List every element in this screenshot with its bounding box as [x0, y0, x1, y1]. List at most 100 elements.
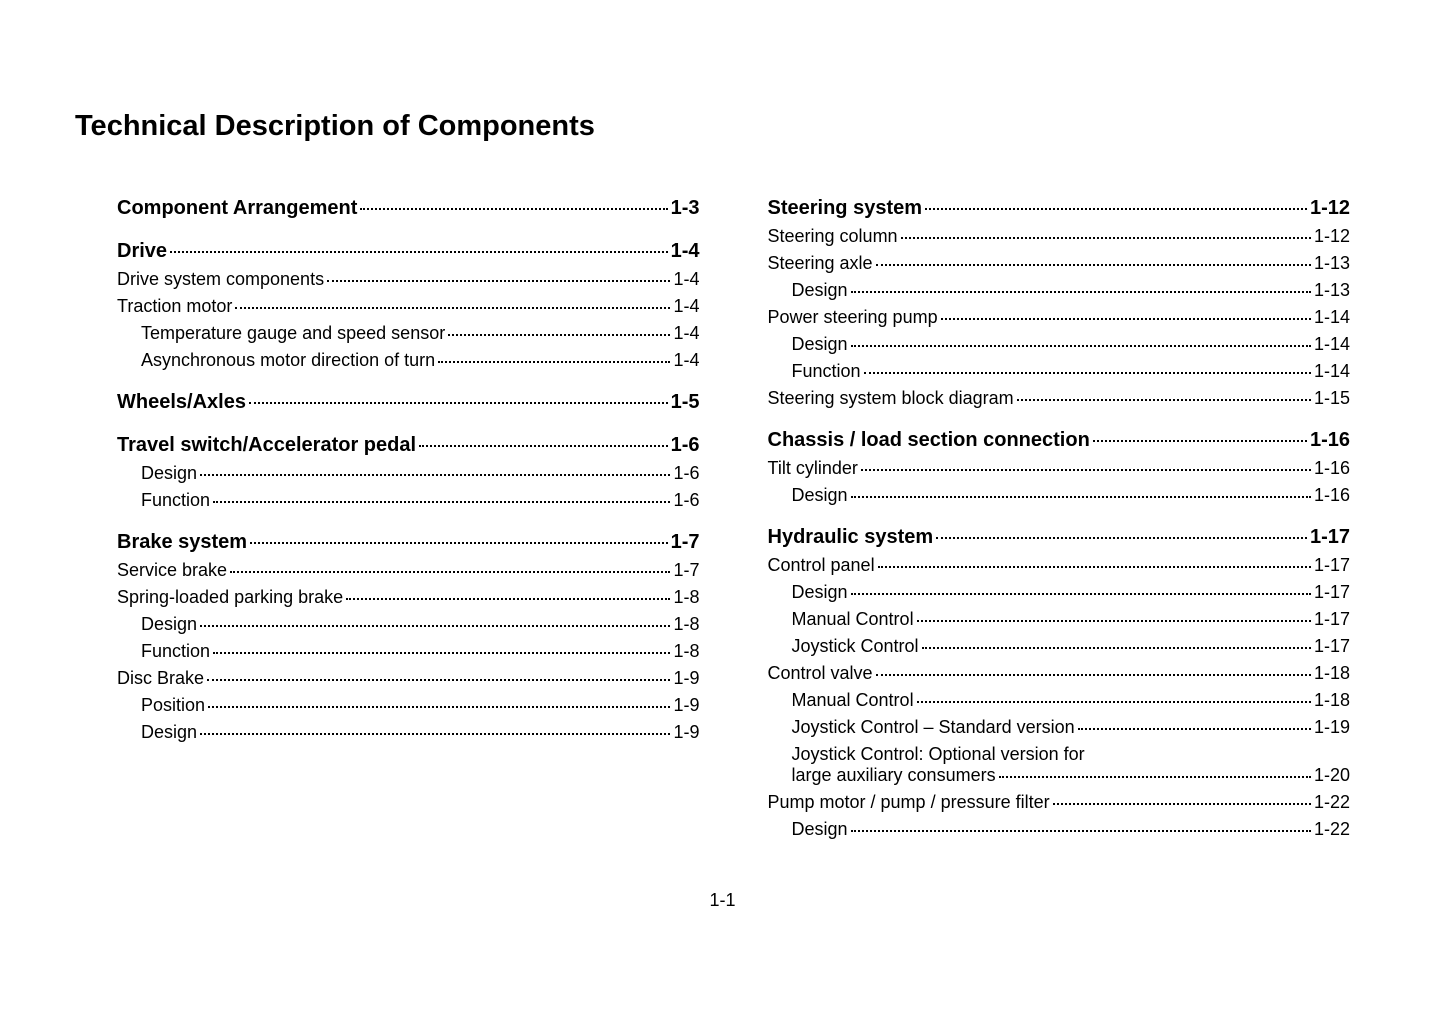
toc-entry: Design 1-8	[117, 614, 700, 635]
toc-entry: Manual Control1-18	[768, 690, 1351, 711]
toc-label: large auxiliary consumers	[792, 765, 996, 786]
leader-dots	[235, 307, 670, 309]
toc-label: Design	[792, 334, 848, 355]
leader-dots	[922, 647, 1311, 649]
toc-entry: Joystick Control1-17	[768, 636, 1351, 657]
leader-dots	[230, 571, 670, 573]
leader-dots	[250, 542, 668, 544]
toc-page: 1-5	[671, 391, 700, 414]
toc-entry: Steering system block diagram1-15	[768, 388, 1351, 409]
leader-dots	[419, 445, 668, 447]
toc-entry: Traction motor 1-4	[117, 296, 700, 317]
toc-entry: Design1-16	[768, 485, 1351, 506]
toc-entry: Wheels/Axles1-5	[117, 391, 700, 414]
toc-entry: Tilt cylinder 1-16	[768, 458, 1351, 479]
toc-label: Design	[792, 280, 848, 301]
toc-column-right: Steering system1-12Steering column1-12St…	[768, 197, 1351, 841]
leader-dots	[901, 237, 1311, 239]
toc-label: Pump motor / pump / pressure filter	[768, 792, 1050, 813]
toc-page: 1-18	[1314, 690, 1350, 711]
leader-dots	[999, 776, 1311, 778]
toc-label: Function	[141, 490, 210, 511]
toc-label: Design	[141, 722, 197, 743]
toc-entry: Function 1-14	[768, 361, 1351, 382]
toc-entry: Asynchronous motor direction of turn1-4	[117, 350, 700, 371]
toc-label: Steering axle	[768, 253, 873, 274]
toc-entry: Design 1-17	[768, 582, 1351, 603]
toc-page: 1-12	[1310, 197, 1350, 220]
toc-label: Traction motor	[117, 296, 232, 317]
toc-page: 1-19	[1314, 717, 1350, 738]
leader-dots	[864, 372, 1311, 374]
toc-page: 1-16	[1310, 429, 1350, 452]
toc-entry: Steering column 1-12	[768, 226, 1351, 247]
toc-page: 1-20	[1314, 765, 1350, 786]
toc-label: Service brake	[117, 560, 227, 581]
toc-label: Drive system components	[117, 269, 324, 290]
toc-entry: Design 1-9	[117, 722, 700, 743]
leader-dots	[207, 679, 670, 681]
toc-label: Tilt cylinder	[768, 458, 858, 479]
leader-dots	[208, 706, 670, 708]
toc-entry: Design1-14	[768, 334, 1351, 355]
toc-label: Control panel	[768, 555, 875, 576]
leader-dots	[1053, 803, 1311, 805]
toc-page: 1-16	[1314, 458, 1350, 479]
toc-label: Power steering pump	[768, 307, 938, 328]
toc-page: 1-7	[673, 560, 699, 581]
toc-page: 1-8	[673, 614, 699, 635]
leader-dots	[941, 318, 1311, 320]
toc-label: Joystick Control	[792, 636, 919, 657]
toc-entry: Function 1-6	[117, 490, 700, 511]
toc-page: 1-4	[673, 296, 699, 317]
leader-dots	[917, 620, 1311, 622]
toc-label: Function	[792, 361, 861, 382]
toc-entry: Manual Control1-17	[768, 609, 1351, 630]
toc-label: Component Arrangement	[117, 197, 357, 220]
toc-page: 1-12	[1314, 226, 1350, 247]
toc-label: Joystick Control – Standard version	[792, 717, 1075, 738]
toc-page: 1-17	[1314, 582, 1350, 603]
toc-label: Temperature gauge and speed sensor	[141, 323, 445, 344]
toc-label: Steering column	[768, 226, 898, 247]
toc-page: 1-9	[673, 668, 699, 689]
toc-page: 1-14	[1314, 361, 1350, 382]
toc-columns: Component Arrangement1-3 Drive1-4 Drive sy…	[75, 197, 1350, 841]
toc-entry: Service brake 1-7	[117, 560, 700, 581]
toc-label: Brake system	[117, 531, 247, 554]
toc-label: Design	[792, 819, 848, 840]
toc-page: 1-17	[1314, 609, 1350, 630]
toc-entry: Chassis / load section connection1-16	[768, 429, 1351, 452]
toc-entry: Pump motor / pump / pressure filter1-22	[768, 792, 1351, 813]
leader-dots	[861, 469, 1311, 471]
page-title: Technical Description of Components	[75, 110, 1350, 143]
leader-dots	[438, 361, 670, 363]
leader-dots	[448, 334, 670, 336]
leader-dots	[851, 496, 1311, 498]
leader-dots	[327, 280, 670, 282]
toc-page: 1-13	[1314, 280, 1350, 301]
toc-label: Disc Brake	[117, 668, 204, 689]
toc-entry: Travel switch/Accelerator pedal1-6	[117, 434, 700, 457]
leader-dots	[876, 264, 1311, 266]
toc-column-left: Component Arrangement1-3 Drive1-4 Drive sy…	[75, 197, 700, 841]
toc-label: Design	[141, 463, 197, 484]
toc-page: 1-9	[673, 695, 699, 716]
toc-label: Design	[792, 582, 848, 603]
toc-label: Design	[141, 614, 197, 635]
leader-dots	[1078, 728, 1311, 730]
toc-entry: Function1-8	[117, 641, 700, 662]
toc-page: 1-6	[673, 490, 699, 511]
toc-entry: Steering axle1-13	[768, 253, 1351, 274]
toc-page: 1-6	[673, 463, 699, 484]
toc-page: 1-9	[673, 722, 699, 743]
toc-entry: Disc Brake 1-9	[117, 668, 700, 689]
leader-dots	[851, 593, 1311, 595]
toc-entry: Joystick Control: Optional version forla…	[768, 744, 1351, 786]
toc-entry: Drive1-4	[117, 240, 700, 263]
leader-dots	[936, 537, 1307, 539]
toc-entry: Hydraulic system1-17	[768, 526, 1351, 549]
toc-entry: Component Arrangement1-3	[117, 197, 700, 220]
toc-entry: Design1-22	[768, 819, 1351, 840]
toc-page: 1-7	[671, 531, 700, 554]
